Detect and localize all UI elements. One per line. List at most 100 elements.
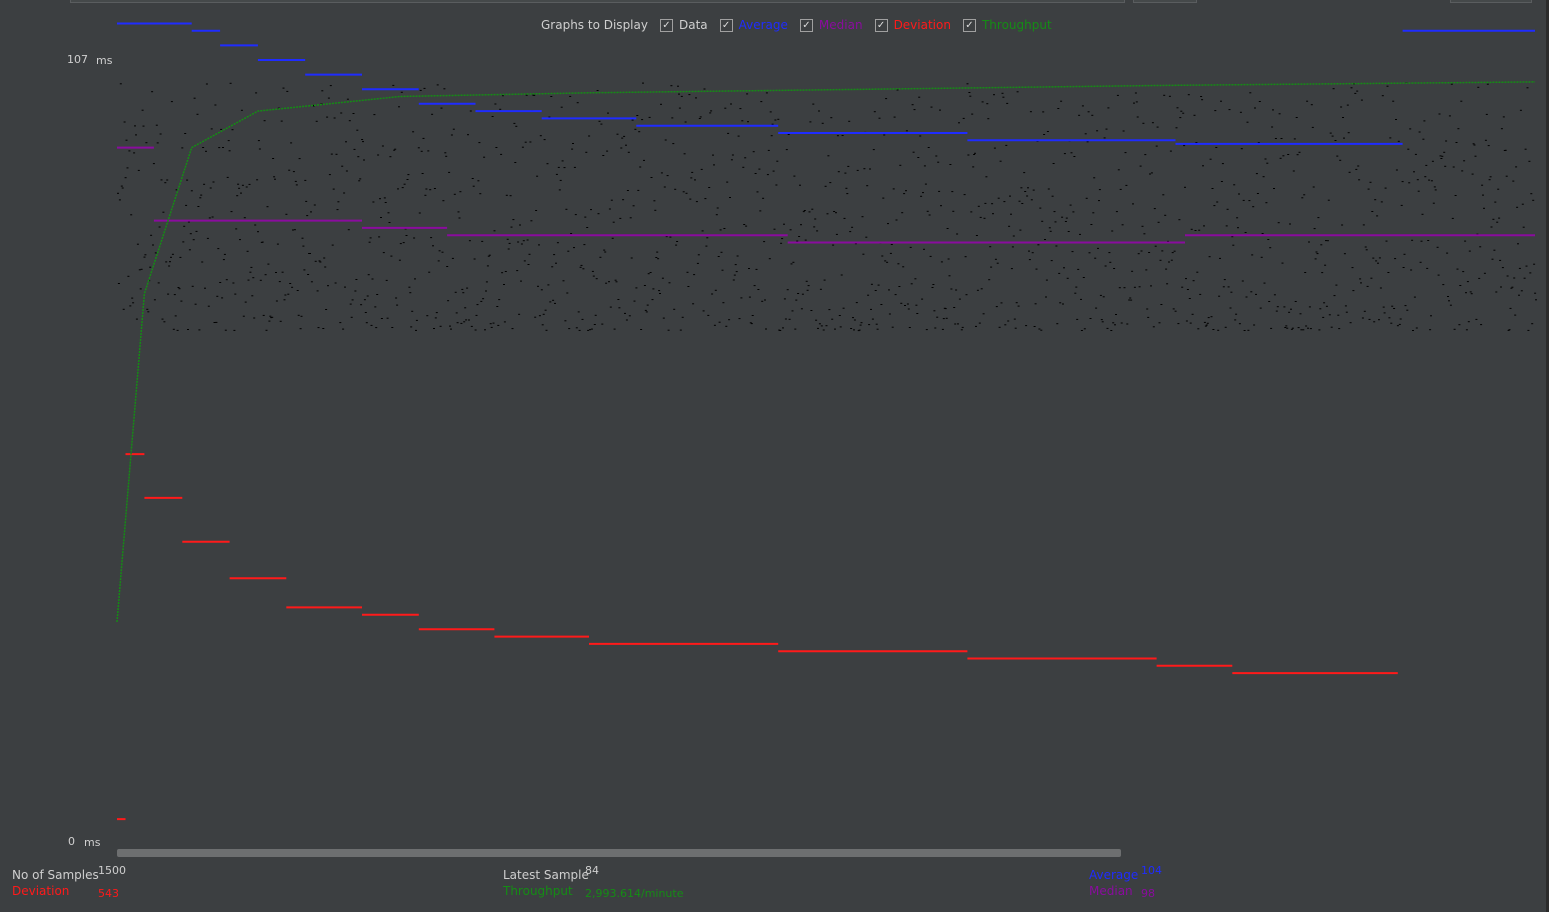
data-point bbox=[1253, 324, 1256, 326]
data-point bbox=[936, 316, 939, 318]
data-point bbox=[1173, 250, 1176, 252]
option-throughput[interactable]: ✓ Throughput bbox=[962, 18, 1052, 32]
data-point bbox=[614, 279, 617, 281]
data-point bbox=[310, 211, 312, 213]
data-point bbox=[718, 321, 721, 323]
data-point bbox=[818, 323, 821, 325]
data-point bbox=[1507, 329, 1510, 331]
data-checkbox[interactable]: ✓ bbox=[659, 18, 673, 32]
data-point bbox=[838, 315, 841, 316]
data-point bbox=[478, 142, 481, 144]
data-point bbox=[1269, 247, 1272, 249]
median-checkbox[interactable]: ✓ bbox=[799, 18, 813, 32]
data-point bbox=[582, 268, 585, 270]
data-point bbox=[1047, 188, 1050, 190]
data-point bbox=[538, 315, 541, 317]
data-point bbox=[450, 134, 453, 136]
data-point bbox=[152, 244, 154, 246]
data-point bbox=[1182, 112, 1185, 114]
data-point bbox=[1510, 287, 1513, 289]
data-point bbox=[1385, 240, 1388, 242]
data-point bbox=[314, 260, 317, 262]
data-point bbox=[435, 312, 438, 314]
data-point bbox=[328, 174, 331, 176]
data-point bbox=[1301, 197, 1304, 199]
data-point bbox=[928, 214, 931, 216]
data-point bbox=[169, 261, 171, 263]
data-point bbox=[1470, 293, 1473, 295]
data-point bbox=[674, 188, 677, 190]
data-point bbox=[1354, 92, 1357, 94]
data-point bbox=[291, 286, 294, 288]
top-button-left[interactable] bbox=[1133, 0, 1197, 3]
data-point bbox=[377, 154, 380, 156]
data-point bbox=[117, 283, 120, 284]
data-point bbox=[1464, 240, 1467, 242]
data-point bbox=[322, 328, 325, 329]
data-point bbox=[873, 111, 876, 113]
data-point bbox=[1079, 233, 1081, 235]
data-point bbox=[1074, 292, 1077, 294]
data-point bbox=[827, 155, 830, 157]
top-text-field[interactable] bbox=[70, 0, 1125, 3]
data-point bbox=[600, 123, 603, 125]
data-point bbox=[610, 199, 613, 201]
horizontal-scrollbar[interactable] bbox=[117, 849, 1121, 857]
data-point bbox=[1240, 148, 1243, 150]
data-point bbox=[1413, 171, 1415, 173]
data-point bbox=[246, 250, 249, 252]
data-point bbox=[1279, 157, 1282, 159]
data-point bbox=[1174, 310, 1177, 312]
data-point bbox=[1375, 260, 1378, 262]
data-point bbox=[1064, 221, 1067, 222]
data-point bbox=[428, 271, 431, 273]
data-point bbox=[625, 144, 627, 146]
data-point bbox=[362, 141, 364, 143]
deviation-checkbox[interactable]: ✓ bbox=[874, 18, 888, 32]
data-point bbox=[394, 148, 397, 150]
throughput-checkbox[interactable]: ✓ bbox=[962, 18, 976, 32]
data-point bbox=[828, 309, 831, 311]
data-point bbox=[335, 153, 338, 155]
data-point bbox=[191, 285, 194, 287]
option-deviation[interactable]: ✓ Deviation bbox=[874, 18, 951, 32]
data-point bbox=[984, 202, 987, 204]
data-point bbox=[189, 233, 192, 235]
data-point bbox=[1033, 326, 1036, 327]
data-point bbox=[493, 230, 496, 232]
data-point bbox=[340, 112, 343, 114]
data-point bbox=[1454, 195, 1457, 196]
top-button-right[interactable] bbox=[1450, 0, 1532, 3]
data-point bbox=[794, 328, 797, 330]
data-point bbox=[1011, 246, 1014, 248]
data-point bbox=[809, 121, 812, 123]
option-data[interactable]: ✓ Data bbox=[659, 18, 708, 32]
data-point bbox=[1012, 235, 1015, 237]
data-point bbox=[374, 306, 377, 308]
option-median[interactable]: ✓ Median bbox=[799, 18, 863, 32]
option-average[interactable]: ✓ Average bbox=[719, 18, 788, 32]
data-point bbox=[1211, 188, 1214, 189]
average-checkbox[interactable]: ✓ bbox=[719, 18, 733, 32]
data-point bbox=[1392, 100, 1395, 102]
data-point bbox=[1045, 296, 1047, 298]
data-point bbox=[1297, 327, 1300, 329]
data-point bbox=[1057, 108, 1060, 109]
data-point bbox=[355, 279, 358, 280]
data-point bbox=[590, 209, 592, 211]
data-point bbox=[207, 305, 210, 307]
data-point bbox=[1063, 153, 1066, 155]
data-point bbox=[219, 282, 222, 283]
data-point bbox=[1377, 262, 1379, 264]
data-point bbox=[1002, 96, 1005, 98]
data-point bbox=[283, 299, 286, 301]
data-point bbox=[243, 217, 246, 219]
data-point bbox=[974, 152, 976, 154]
data-point bbox=[120, 185, 123, 187]
data-point bbox=[1260, 256, 1263, 258]
data-point bbox=[156, 142, 159, 144]
data-point bbox=[482, 298, 485, 300]
data-point bbox=[1305, 325, 1308, 327]
data-point bbox=[282, 87, 285, 89]
data-point bbox=[499, 108, 502, 110]
